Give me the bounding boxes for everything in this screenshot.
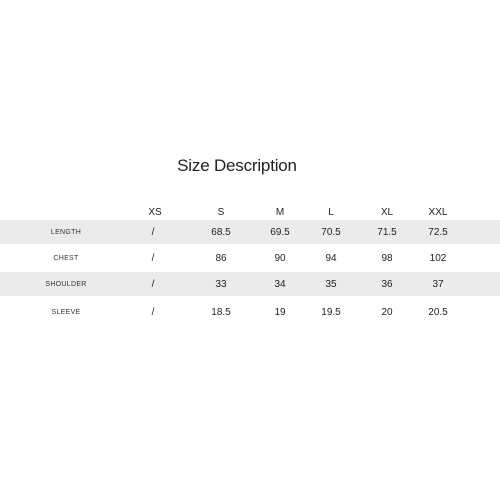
table-cell: 18.5 [211,306,231,318]
column-header: XXL [428,206,448,218]
page-title: Size Description [177,156,297,175]
table-cell: 86 [215,252,227,264]
table-cell: 68.5 [211,226,231,238]
row-label: SHOULDER [45,280,87,288]
table-cell: 94 [325,252,337,264]
table-cell: 102 [429,252,447,264]
row-label: CHEST [53,254,79,262]
table-cell: 20.5 [428,306,448,318]
table-cell: 90 [274,252,286,264]
table-cell: / [151,306,155,318]
table-cell: 33 [215,278,227,290]
table-cell: 69.5 [270,226,290,238]
column-header: XL [380,206,394,218]
table-cell: 19 [274,306,286,318]
table-cell: 71.5 [377,226,397,238]
table-cell: / [151,278,155,290]
row-label: SLEEVE [51,308,81,316]
table-cell: 37 [432,278,444,290]
row-label: LENGTH [50,228,82,236]
column-header: S [217,206,225,218]
size-header-row: XS S M L XL XXL [0,205,500,219]
table-cell: 19.5 [321,306,341,318]
column-header: L [328,206,334,218]
column-header: XS [148,206,162,218]
table-cell: 98 [381,252,393,264]
table-row: LENGTH / 68.5 69.5 70.5 71.5 72.5 [0,220,500,244]
table-cell: 34 [274,278,286,290]
column-header: M [275,206,285,218]
table-row: SHOULDER / 33 34 35 36 37 [0,272,500,296]
table-cell: 72.5 [428,226,448,238]
table-cell: 36 [381,278,393,290]
table-cell: 20 [381,306,393,318]
table-cell: / [151,226,155,238]
table-cell: 35 [325,278,337,290]
table-row: SLEEVE / 18.5 19 19.5 20 20.5 [0,300,500,324]
table-cell: / [151,252,155,264]
table-cell: 70.5 [321,226,341,238]
table-row: CHEST / 86 90 94 98 102 [0,246,500,270]
